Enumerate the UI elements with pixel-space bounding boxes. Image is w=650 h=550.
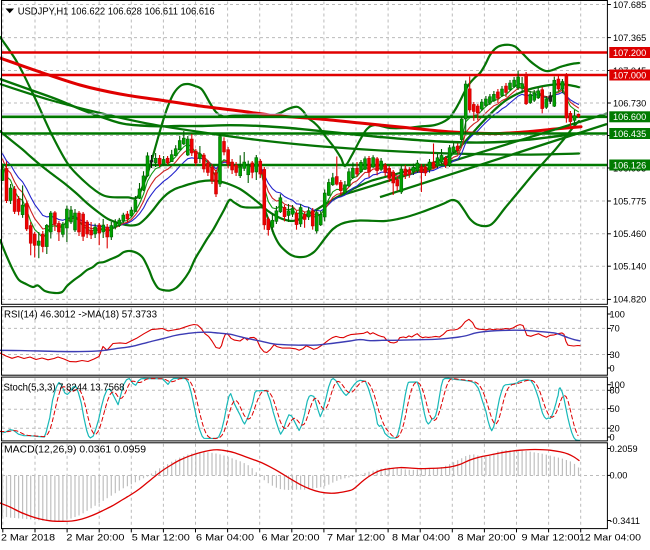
svg-text:9 Mar 12:00: 9 Mar 12:00 — [522, 533, 580, 544]
svg-text:105.775: 105.775 — [613, 196, 646, 206]
svg-text:-0.3411: -0.3411 — [610, 516, 640, 526]
svg-text:105.140: 105.140 — [613, 262, 646, 272]
svg-text:100: 100 — [610, 309, 625, 319]
svg-text:8 Mar 04:00: 8 Mar 04:00 — [392, 533, 450, 544]
svg-text:6 Mar 04:00: 6 Mar 04:00 — [196, 533, 254, 544]
svg-text:Stoch(5,3,3) 7.8244 13.7568: Stoch(5,3,3) 7.8244 13.7568 — [4, 382, 125, 394]
svg-text:2 Mar 20:00: 2 Mar 20:00 — [66, 533, 124, 544]
svg-text:6 Mar 20:00: 6 Mar 20:00 — [262, 533, 320, 544]
svg-text:0.2059: 0.2059 — [610, 444, 638, 454]
svg-text:106.730: 106.730 — [613, 98, 646, 108]
svg-text:0: 0 — [610, 363, 615, 373]
svg-text:2 Mar 2018: 2 Mar 2018 — [1, 533, 55, 544]
svg-text:RSI(14) 46.3012 ->MA(18) 57.3: RSI(14) 46.3012 ->MA(18) 57.3733 — [4, 309, 157, 321]
svg-text:7 Mar 12:00: 7 Mar 12:00 — [327, 533, 385, 544]
svg-text:80: 80 — [610, 386, 620, 396]
svg-text:50: 50 — [610, 404, 620, 414]
svg-text:30: 30 — [610, 350, 620, 360]
svg-text:5 Mar 12:00: 5 Mar 12:00 — [132, 533, 190, 544]
svg-text:USDJPY,H1 106.622 106.628 106: USDJPY,H1 106.622 106.628 106.611 106.61… — [18, 5, 215, 17]
svg-text:107.685: 107.685 — [613, 0, 646, 10]
svg-text:106.435: 106.435 — [613, 129, 646, 139]
svg-text:104.820: 104.820 — [613, 295, 646, 305]
svg-text:12 Mar 04:00: 12 Mar 04:00 — [579, 533, 641, 544]
svg-text:106.600: 106.600 — [613, 112, 646, 122]
svg-text:100: 100 — [610, 380, 625, 390]
svg-text:20: 20 — [610, 424, 620, 434]
svg-text:106.126: 106.126 — [613, 160, 646, 170]
svg-text:0.00: 0.00 — [610, 471, 628, 481]
svg-text:105.460: 105.460 — [613, 229, 646, 239]
svg-text:107.000: 107.000 — [613, 70, 646, 80]
svg-text:70: 70 — [610, 324, 620, 334]
svg-text:8 Mar 20:00: 8 Mar 20:00 — [458, 533, 516, 544]
svg-text:MACD(12,26,9) 0.0361 0.0959: MACD(12,26,9) 0.0361 0.0959 — [4, 444, 146, 456]
svg-text:0: 0 — [610, 432, 615, 442]
svg-text:107.200: 107.200 — [613, 48, 646, 58]
svg-text:107.365: 107.365 — [613, 33, 646, 43]
